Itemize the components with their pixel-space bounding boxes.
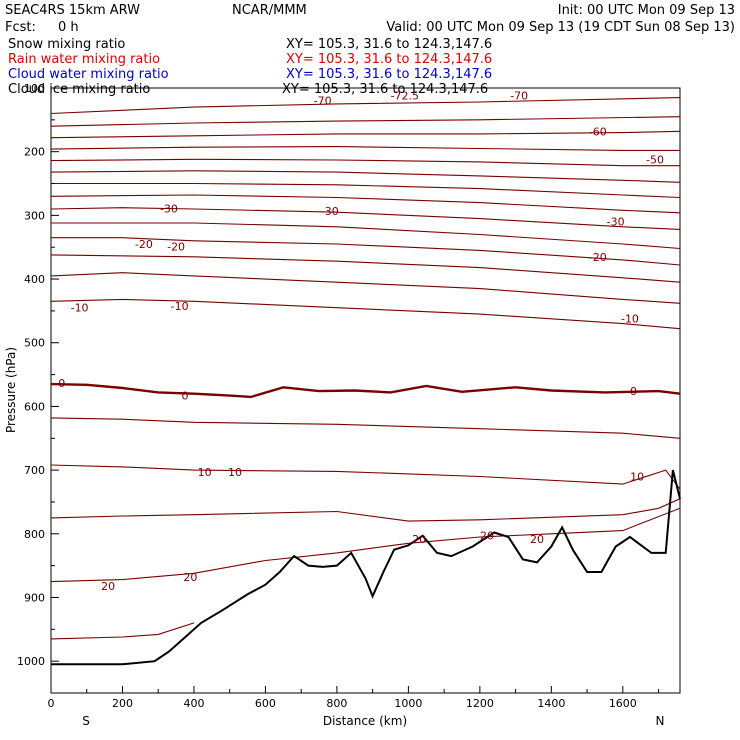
plot-frame [50, 87, 681, 694]
terrain-profile [51, 469, 681, 666]
legend-rain-xy: XY= 105.3, 31.6 to 124.3,147.6 [286, 52, 492, 67]
legend: Snow mixing ratio XY= 105.3, 31.6 to 124… [8, 37, 492, 97]
x-tick-label: 0 [48, 697, 55, 710]
isotherm-minus60 [50, 130, 681, 139]
contour-label: 20 [480, 530, 494, 543]
valid-time: Valid: 00 UTC Mon 09 Sep 13 (19 CDT Sun … [386, 20, 735, 35]
x-end-label-south: S [82, 714, 90, 728]
contour-label: 20 [530, 533, 544, 546]
isotherm-5 [50, 417, 681, 439]
x-tick-label: 200 [112, 697, 133, 710]
contour-label: -10 [171, 300, 189, 313]
y-tick-label: 800 [24, 528, 45, 541]
center-title: NCAR/MMM [232, 3, 307, 18]
terrain-line [51, 469, 681, 666]
isotherm-minus25 [51, 222, 681, 250]
isotherm-minus20 [51, 237, 681, 266]
legend-snow-name: Snow mixing ratio [8, 37, 125, 52]
x-tick-label: 400 [183, 697, 204, 710]
contour-label: 20 [101, 580, 115, 593]
y-tick-label: 100 [24, 82, 45, 95]
x-tick-label: 1200 [466, 697, 494, 710]
contour-label: -20 [167, 241, 185, 254]
contour-label: -10 [71, 302, 89, 315]
x-axis-label: Distance (km) [323, 714, 407, 728]
isotherm-minus40 [51, 182, 681, 199]
x-tick-label: 600 [255, 697, 276, 710]
isotherm-minus35 [50, 194, 681, 214]
contour-labels: -70 -72.5 -70 -60 -50 -30 -30 -30 -20 -20 -20 -10 -1… [58, 90, 664, 593]
model-title: SEAC4RS 15km ARW [5, 3, 140, 18]
isotherm-minus65 [50, 116, 681, 127]
contour-label: -60 [589, 125, 607, 138]
isotherm-minus10 [50, 272, 681, 304]
x-tick-label: 1600 [609, 697, 637, 710]
legend-rain-name: Rain water mixing ratio [8, 52, 160, 67]
isotherm-25 [50, 622, 195, 640]
legend-snow-xy: XY= 105.3, 31.6 to 124.3,147.6 [286, 37, 492, 52]
x-tick-label: 800 [326, 697, 347, 710]
contour-label: -70 [510, 90, 528, 103]
isotherm-10 [50, 464, 681, 490]
legend-cloudwater-xy: XY= 105.3, 31.6 to 124.3,147.6 [286, 67, 492, 82]
isotherm-minus50 [50, 158, 680, 167]
legend-cloudice-name: Cloud ice mixing ratio [8, 82, 150, 97]
contour-label: -50 [646, 153, 664, 166]
y-axis-label: Pressure (hPa) [4, 347, 18, 433]
isotherm-0 [50, 382, 681, 399]
init-time: Init: 00 UTC Mon 09 Sep 13 [558, 3, 735, 18]
contour-label: 20 [183, 571, 197, 584]
contour-label: -20 [589, 251, 607, 264]
contour-label: -10 [621, 313, 639, 326]
isotherm-15 [50, 498, 681, 522]
y-axis-ticks: 100 200 300 400 500 600 700 800 900 1000 [17, 82, 59, 694]
isotherm-minus70 [50, 97, 681, 115]
y-tick-label: 600 [24, 400, 45, 413]
y-tick-label: 700 [24, 464, 45, 477]
contour-label: 0 [58, 377, 65, 390]
contour-label: 10 [630, 470, 644, 483]
fcst-label: Fcst: [5, 20, 36, 35]
contour-label: -30 [607, 216, 625, 229]
y-tick-label: 1000 [17, 655, 45, 668]
x-axis-ticks: 0 200 400 600 800 1000 1200 1400 1600 [48, 686, 660, 710]
legend-cloudice-xy: XY= 105.3, 31.6 to 124.3,147.6 [282, 82, 488, 97]
isotherm-minus45 [50, 170, 681, 183]
isotherm-20 [50, 507, 681, 583]
isotherm-minus5 [50, 298, 681, 330]
contour-label: 20 [412, 533, 426, 546]
y-tick-label: 900 [24, 591, 45, 604]
isotherm-minus15 [50, 254, 681, 283]
contour-label: 10 [228, 466, 242, 479]
contour-label: 10 [198, 466, 212, 479]
contour-label: -20 [135, 238, 153, 251]
y-tick-label: 500 [24, 337, 45, 350]
y-tick-label: 400 [24, 273, 45, 286]
x-tick-label: 1400 [537, 697, 565, 710]
x-end-label-north: N [656, 714, 665, 728]
legend-cloudwater-name: Cloud water mixing ratio [8, 67, 169, 82]
y-tick-label: 300 [24, 209, 45, 222]
fcst-value: 0 h [58, 20, 79, 35]
contour-label: -70 [314, 95, 332, 108]
contour-label: -30 [321, 205, 339, 218]
contour-label: 0 [630, 385, 637, 398]
isotherm-contours [50, 97, 681, 640]
isotherm-minus30 [50, 207, 681, 230]
contour-label: -30 [160, 202, 178, 215]
x-tick-label: 1000 [394, 697, 422, 710]
y-tick-label: 200 [24, 146, 45, 159]
contour-label: -72.5 [391, 90, 419, 103]
isotherm-minus55 [50, 146, 680, 151]
contour-label: 0 [182, 390, 189, 403]
